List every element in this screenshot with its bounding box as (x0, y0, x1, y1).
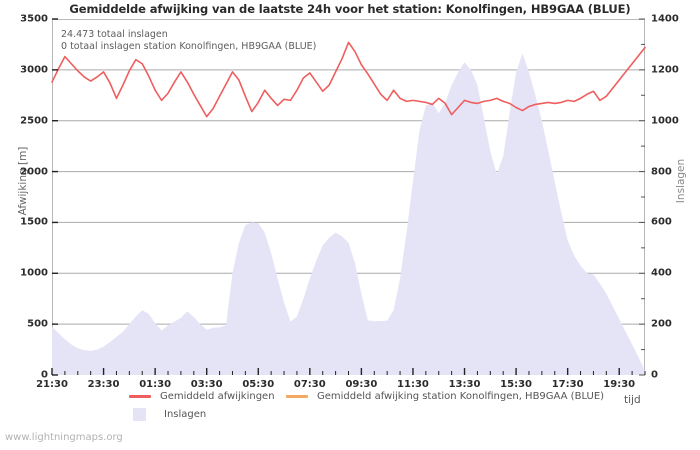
legend-swatch-area-lavender (133, 408, 146, 421)
y-tick-label-right: 400 (651, 267, 672, 279)
x-axis-label: tijd (624, 394, 641, 406)
x-tick-label: 09:30 (345, 379, 378, 390)
y-tick-label-left: 500 (27, 318, 48, 330)
legend-item-inslagen[interactable]: Inslagen (129, 408, 206, 421)
x-tick-label: 23:30 (87, 379, 120, 390)
y-tick-label-left: 2000 (20, 166, 48, 178)
annotation-station-strikes: 0 totaal inslagen station Konolfingen, H… (61, 41, 317, 52)
y-tick-label-right: 800 (651, 166, 672, 178)
x-tick-label: 15:30 (500, 379, 532, 390)
legend-swatch-line-red (129, 395, 151, 398)
y-tick-label-right: 1000 (651, 115, 679, 127)
legend-label: Gemiddeld afwijking station Konolfingen,… (317, 391, 605, 402)
y-tick-label-left: 1000 (20, 267, 48, 279)
legend-label: Inslagen (164, 409, 207, 420)
x-tick-label: 19:30 (603, 379, 636, 390)
area-series-inslagen (52, 53, 645, 375)
y-tick-label-right: 600 (651, 216, 672, 228)
legend-label: Gemiddeld afwijkingen (160, 391, 275, 402)
annotation-total-strikes: 24.473 totaal inslagen (61, 29, 168, 40)
x-tick-label: 13:30 (448, 379, 481, 390)
legend-item-station-afwijking[interactable]: Gemiddeld afwijking station Konolfingen,… (286, 391, 604, 402)
y-tick-label-left: 3500 (20, 13, 48, 25)
watermark: www.lightningmaps.org (5, 432, 123, 443)
x-tick-label: 05:30 (242, 379, 275, 390)
y-tick-label-right: 200 (651, 318, 672, 330)
chart-title: Gemiddelde afwijking van de laatste 24h … (69, 2, 631, 16)
y-tick-label-right: 1400 (651, 13, 679, 25)
x-tick-label: 17:30 (551, 379, 584, 390)
y-tick-label-right: 1200 (651, 64, 679, 76)
y-tick-label-left: 0 (41, 369, 48, 381)
line-series-0 (51, 41, 646, 118)
x-tick-label: 07:30 (293, 379, 326, 390)
y-tick-label-left: 2500 (20, 115, 48, 127)
y-tick-label-right: 0 (651, 369, 658, 381)
x-tick-label: 11:30 (397, 379, 429, 390)
x-tick-label: 01:30 (139, 379, 172, 390)
plot-canvas (51, 18, 646, 376)
legend-swatch-line-orange (286, 395, 308, 398)
x-tick-label: 21:30 (36, 379, 68, 390)
legend-item-gemiddeld-afwijkingen[interactable]: Gemiddeld afwijkingen (129, 391, 275, 402)
chart-legend: Gemiddeld afwijkingen Gemiddeld afwijkin… (0, 391, 700, 431)
y-tick-label-left: 1500 (20, 216, 48, 228)
y-tick-label-left: 3000 (20, 64, 48, 76)
x-tick-label: 03:30 (190, 379, 223, 390)
